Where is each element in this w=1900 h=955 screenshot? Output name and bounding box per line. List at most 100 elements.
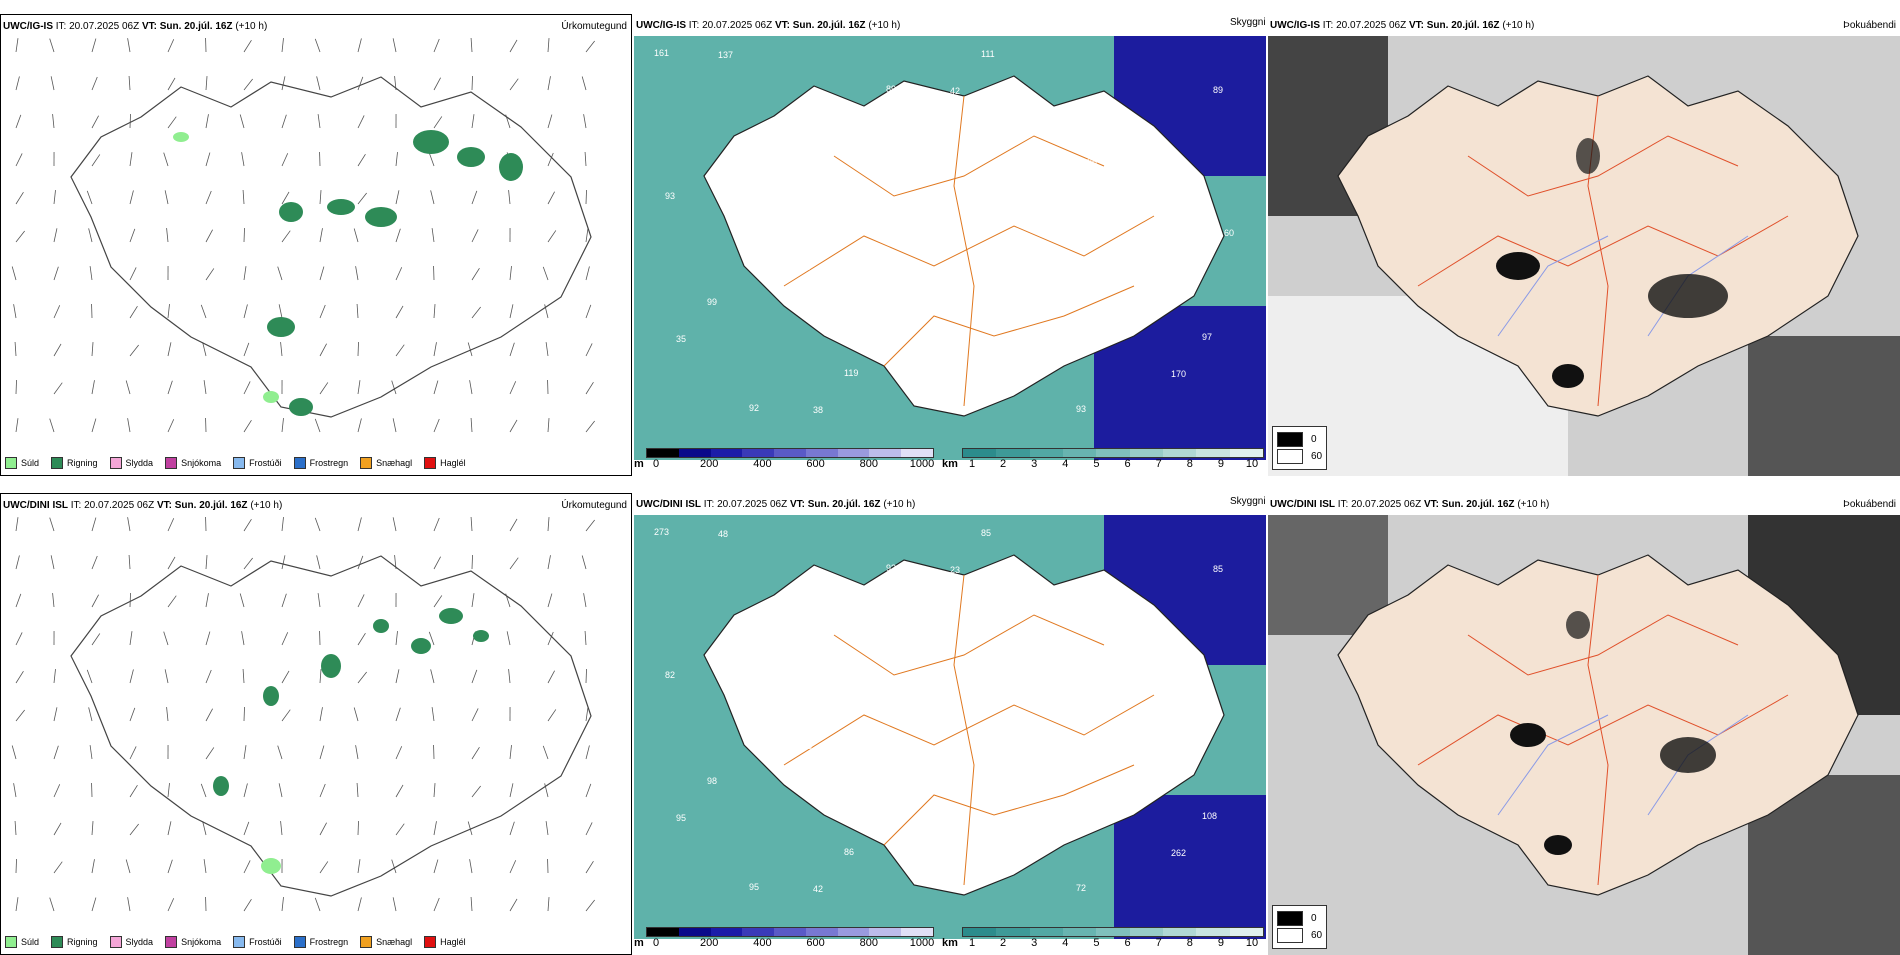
wind-barb (315, 518, 320, 531)
precip-map-canvas (1, 516, 632, 936)
wind-barb (279, 304, 282, 318)
wind-barb (434, 39, 439, 52)
wind-barb (92, 821, 93, 835)
wind-barb (432, 707, 434, 721)
wind-barb (281, 821, 282, 835)
cloud-base-value: 149 (855, 600, 870, 610)
wind-barb (396, 267, 402, 280)
fog-legend: 0 60 (1272, 905, 1327, 949)
wind-barb (168, 342, 171, 356)
legend-swatch (424, 936, 436, 948)
wind-barb (510, 519, 517, 531)
wind-barb (51, 76, 54, 90)
wind-barb (320, 861, 328, 873)
cloud-base-value: 223 (897, 227, 912, 237)
wind-barb (204, 859, 206, 873)
wind-barb (244, 519, 251, 531)
wind-barb (356, 266, 358, 280)
wind-barb (357, 783, 358, 797)
wind-barb (320, 784, 325, 797)
colorbar-tick: 2 (1000, 937, 1006, 949)
wind-barb (16, 418, 18, 432)
legend-swatch (424, 457, 436, 469)
wind-barb (431, 669, 434, 683)
wind-barb (92, 39, 96, 52)
wind-barb (282, 115, 286, 128)
wind-barb (281, 342, 282, 356)
colorbar-tick: 400 (753, 937, 771, 949)
cloud-base-value: 89 (1213, 85, 1223, 95)
wind-barb (240, 115, 244, 128)
cloud-base-value: 273 (654, 527, 669, 537)
wind-barb (16, 231, 25, 242)
wind-barb (130, 267, 136, 280)
wind-barb (358, 342, 359, 356)
legend-label: Rigning (67, 937, 98, 947)
wind-barb (510, 79, 518, 90)
wind-barb (206, 268, 214, 280)
wind-barb (320, 190, 321, 204)
precip-map-canvas (1, 37, 632, 457)
colorbar-tick: 600 (806, 458, 824, 470)
wind-barb (244, 822, 249, 835)
wind-barb (54, 267, 58, 280)
wind-barb (168, 117, 176, 128)
wind-barb (472, 593, 474, 607)
wind-barb (586, 520, 595, 531)
wind-barb (392, 381, 396, 394)
wind-barb (396, 746, 402, 759)
cloud-base-value: 97 (1202, 332, 1212, 342)
legend-swatch (51, 457, 63, 469)
legend-item: Súld (5, 936, 39, 948)
colorbar-tick: 1 (969, 458, 975, 470)
wind-barb (92, 595, 99, 607)
legend-label: Slydda (126, 937, 154, 947)
panel-title: UWC/IG-IS IT: 20.07.2025 06Z VT: Sun. 20… (636, 20, 900, 31)
wind-barb (586, 41, 595, 52)
wind-barb (242, 152, 244, 166)
colorbar-tick: 6 (1124, 458, 1130, 470)
colorbar-tick: 800 (860, 937, 878, 949)
legend-item: Haglél (424, 936, 466, 948)
legend-label: Snæhagl (376, 937, 412, 947)
wind-barb (396, 824, 404, 835)
wind-barb (393, 897, 396, 911)
wind-barb (89, 707, 92, 721)
wind-barb (282, 632, 288, 645)
cloud-base-value: 99 (1160, 705, 1170, 715)
wind-barb (130, 824, 139, 835)
colorbar-tick: 2 (1000, 458, 1006, 470)
cloud-base-value: 42 (950, 86, 960, 96)
wind-barb (206, 191, 211, 204)
wind-barb (434, 304, 435, 318)
panel-title: UWC/DINI ISL IT: 20.07.2025 06Z VT: Sun.… (636, 499, 915, 510)
wind-barb (548, 76, 550, 90)
cloud-base-value: 217 (992, 192, 1007, 202)
legend-item: Snæhagl (360, 936, 412, 948)
cloud-base-value: 111 (981, 49, 995, 59)
wind-barb (282, 192, 289, 204)
wind-barb (396, 152, 398, 166)
wind-barb (206, 230, 213, 242)
wind-barb (282, 555, 285, 569)
wind-barb (130, 152, 132, 166)
wind-barb (278, 267, 282, 280)
wind-barb (244, 266, 246, 280)
wind-barb (90, 745, 92, 759)
wind-barb (282, 897, 284, 911)
wind-barb (434, 419, 439, 432)
wind-barb (586, 745, 589, 759)
cloud-base-value: 91 (939, 333, 949, 343)
legend-label: Slydda (126, 458, 154, 468)
wind-barb (167, 707, 168, 721)
wind-barb (16, 115, 21, 128)
wind-barb (358, 556, 363, 569)
wind-barb (471, 38, 472, 52)
wind-barb (128, 418, 130, 432)
wind-barb (586, 228, 588, 242)
legend-swatch (233, 936, 245, 948)
cloud-base-value: 365 (791, 119, 806, 129)
wind-barb (585, 631, 586, 645)
colorbar-tick: 7 (1156, 937, 1162, 949)
